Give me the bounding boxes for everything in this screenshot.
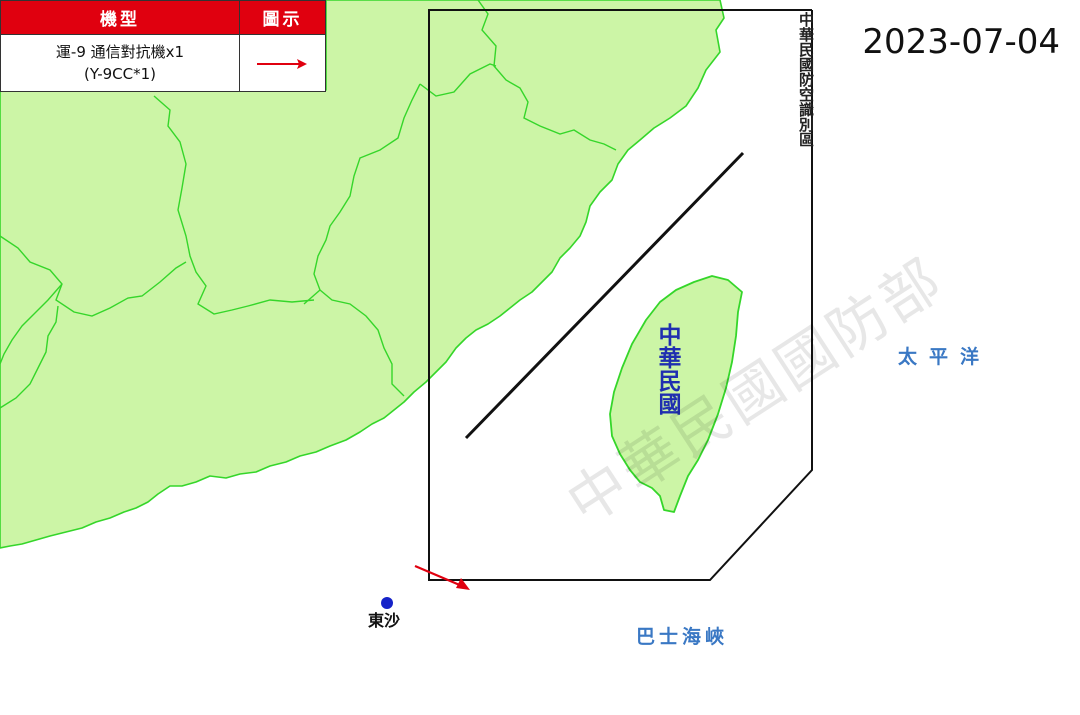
flight-path-arrow [414, 564, 470, 590]
dongsha-marker [381, 597, 393, 609]
province-borders [0, 0, 617, 409]
aircraft-name: 運-9 通信對抗機x1 [55, 43, 185, 61]
date-label: 2023-07-04 [862, 22, 1060, 62]
red-arrow-icon [256, 59, 307, 69]
legend-table: 機型 圖示 運-9 通信對抗機x1 (Y-9CC*1) [0, 0, 326, 92]
legend-header: 機型 圖示 [1, 1, 325, 35]
legend-header-type: 機型 [1, 1, 240, 34]
strait-median-line [464, 151, 745, 440]
legend-row: 運-9 通信對抗機x1 (Y-9CC*1) [1, 35, 325, 91]
adiz-boundary [428, 9, 813, 581]
taiwan-island [609, 275, 743, 513]
dongsha-label: 東沙 [368, 611, 401, 630]
legend-aircraft-type: 運-9 通信對抗機x1 (Y-9CC*1) [1, 35, 240, 91]
pacific-ocean-label: 太平洋 [898, 346, 992, 368]
roc-label: 中華民國 [654, 323, 681, 415]
legend-header-symbol: 圖示 [262, 10, 303, 30]
mainland-china-land [0, 0, 725, 549]
aircraft-code: (Y-9CC*1) [83, 65, 157, 83]
adiz-label: 中華民國防空識別區 [797, 12, 815, 147]
bashi-channel-label: 巴士海峽 [636, 626, 729, 648]
legend-symbol-cell [240, 35, 325, 91]
